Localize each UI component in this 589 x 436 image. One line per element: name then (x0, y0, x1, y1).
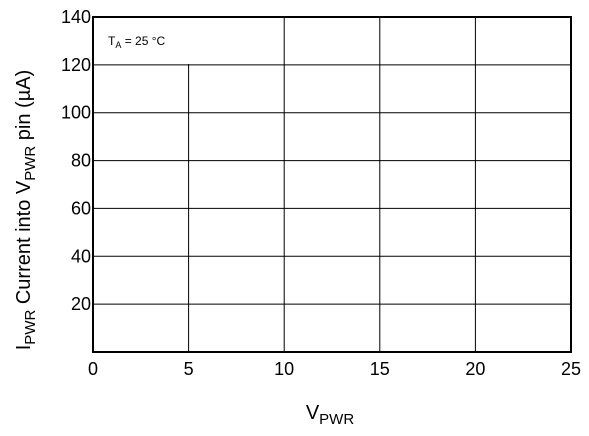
x-tick-label: 5 (184, 359, 194, 379)
plot-frame (92, 16, 572, 353)
y-tick-label: 140 (61, 7, 91, 27)
temperature-annotation: TA = 25 °C (108, 34, 166, 50)
y-tick-label: 100 (61, 103, 91, 123)
x-tick-labels: 0 5 10 15 20 25 (88, 359, 581, 379)
x-tick-label: 0 (88, 359, 98, 379)
y-tick-label: 80 (71, 151, 91, 171)
y-tick-label: 40 (71, 246, 91, 266)
x-axis-label: VPWR (306, 402, 355, 428)
x-tick-label: 15 (370, 359, 390, 379)
y-tick-labels: 20 40 60 80 100 120 140 (61, 7, 91, 314)
y-axis-label: IPWR Current into VPWR pin (µA) (13, 70, 39, 351)
grid-lines (93, 17, 571, 352)
x-tick-label: 20 (465, 359, 485, 379)
y-tick-label: 120 (61, 55, 91, 75)
y-tick-label: 60 (71, 198, 91, 218)
y-tick-label: 20 (71, 294, 91, 314)
x-tick-label: 25 (561, 359, 581, 379)
x-tick-label: 10 (274, 359, 294, 379)
